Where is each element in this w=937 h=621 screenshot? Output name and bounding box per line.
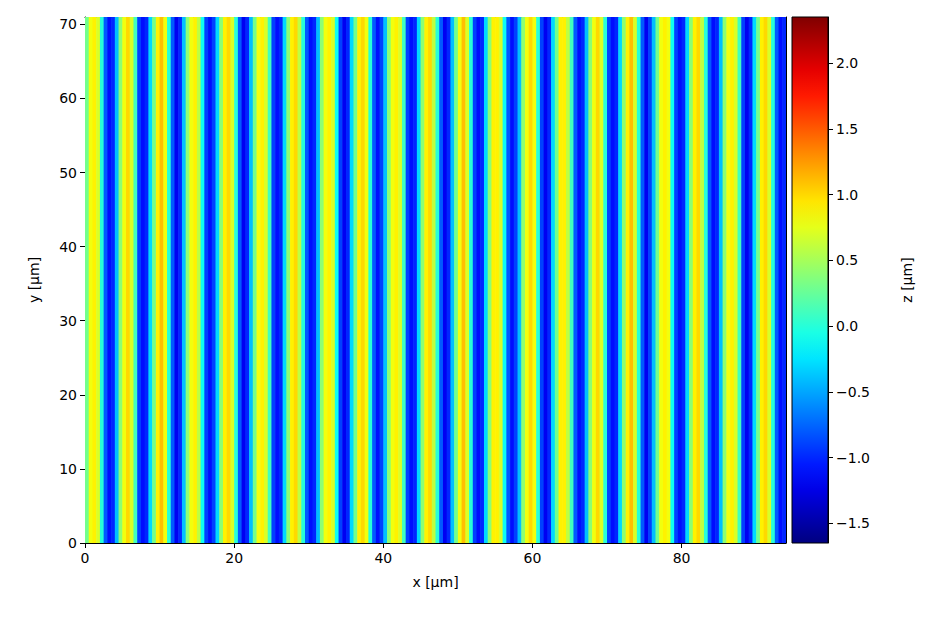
svg-text:40: 40 — [374, 550, 392, 566]
svg-text:30: 30 — [59, 313, 77, 329]
svg-text:60: 60 — [59, 90, 77, 106]
svg-text:20: 20 — [59, 387, 77, 403]
svg-text:0.0: 0.0 — [836, 318, 858, 334]
svg-text:0: 0 — [68, 535, 77, 551]
svg-text:−0.5: −0.5 — [836, 384, 870, 400]
svg-text:1.0: 1.0 — [836, 187, 858, 203]
svg-text:2.0: 2.0 — [836, 55, 858, 71]
svg-text:80: 80 — [673, 550, 691, 566]
svg-text:60: 60 — [524, 550, 542, 566]
svg-text:z [µm]: z [µm] — [899, 257, 915, 302]
svg-text:40: 40 — [59, 239, 77, 255]
svg-text:−1.0: −1.0 — [836, 450, 870, 466]
svg-text:70: 70 — [59, 16, 77, 32]
svg-text:0: 0 — [81, 550, 90, 566]
svg-text:0.5: 0.5 — [836, 252, 858, 268]
svg-text:−1.5: −1.5 — [836, 515, 870, 531]
svg-text:10: 10 — [59, 461, 77, 477]
svg-text:y [µm]: y [µm] — [26, 257, 42, 303]
svg-text:50: 50 — [59, 165, 77, 181]
svg-text:20: 20 — [225, 550, 243, 566]
svg-text:x [µm]: x [µm] — [412, 574, 458, 590]
svg-text:1.5: 1.5 — [836, 121, 858, 137]
